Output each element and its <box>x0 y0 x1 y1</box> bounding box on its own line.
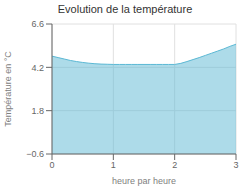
svg-text:3: 3 <box>233 160 238 170</box>
svg-text:Température en °C: Température en °C <box>3 51 13 127</box>
svg-text:−0.6: −0.6 <box>26 149 44 159</box>
svg-text:heure par heure: heure par heure <box>112 176 176 186</box>
svg-text:6.6: 6.6 <box>31 19 44 29</box>
svg-text:0: 0 <box>49 160 54 170</box>
svg-text:1.8: 1.8 <box>31 106 44 116</box>
svg-text:2: 2 <box>172 160 177 170</box>
svg-text:4.2: 4.2 <box>31 63 44 73</box>
svg-text:1: 1 <box>111 160 116 170</box>
html-text:Evolution de la température: Evolution de la température <box>57 3 193 15</box>
